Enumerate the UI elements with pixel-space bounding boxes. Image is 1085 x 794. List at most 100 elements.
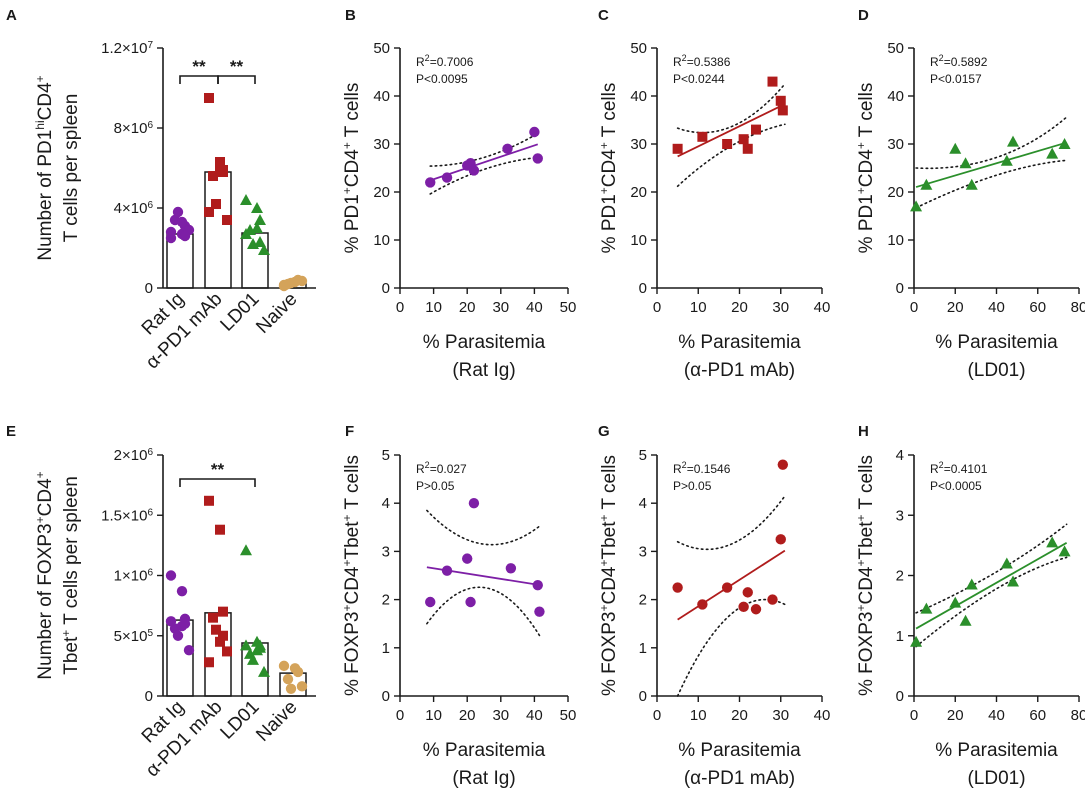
regression-line: [915, 141, 1067, 188]
data-point: [204, 657, 214, 668]
x-tick-label: 40: [814, 299, 831, 316]
y-tick-label: 1.5×106: [101, 507, 153, 525]
panel-label: A: [6, 7, 17, 24]
y-tick-label: 10: [373, 232, 390, 249]
x-tick-label: 20: [731, 299, 748, 316]
y-tick-label: 0: [382, 280, 390, 297]
panel-label: B: [345, 7, 356, 24]
x-tick-label: 30: [492, 707, 509, 724]
data-point: [296, 275, 308, 287]
x-tick-label: 80: [1071, 299, 1085, 316]
data-point: [251, 222, 263, 233]
significance-bracket: [179, 75, 219, 84]
y-tick-label: 5: [639, 447, 647, 464]
data-point: [672, 143, 683, 154]
x-tick-label: 20: [459, 299, 476, 316]
x-axis-label: % Parasitemia: [423, 740, 546, 761]
data-point: [208, 171, 218, 181]
y-tick-label: 20: [373, 184, 390, 201]
y-tick-label: 4: [639, 495, 647, 512]
y-tick-label: 0: [145, 688, 153, 705]
panel-label: F: [345, 423, 354, 440]
stat-p: P<0.0005: [930, 479, 982, 493]
y-axis-label: Number of FOXP3+CD4+Tbet+ T cells per sp…: [33, 471, 82, 679]
ci-upper-band: [676, 83, 786, 134]
y-axis-label: % FOXP3+CD4+Tbet+ T cells: [340, 455, 363, 696]
y-axis-label: % FOXP3+CD4+Tbet+ T cells: [597, 455, 620, 696]
x-axis-sublabel: (LD01): [967, 768, 1025, 789]
data-point: [959, 157, 972, 169]
x-tick-label: 40: [526, 299, 543, 316]
x-tick-label: 40: [814, 707, 831, 724]
panel-label: G: [598, 423, 610, 440]
data-point: [222, 215, 232, 225]
y-axis-label-line2: Tbet+ T cells per spleen: [59, 476, 82, 675]
y-tick-label: 50: [630, 40, 647, 57]
y-tick-label: 3: [639, 543, 647, 560]
data-point: [1000, 557, 1013, 569]
y-axis-label: % PD1+CD4+ T cells: [597, 83, 620, 254]
y-tick-label: 5×105: [114, 627, 154, 645]
data-point: [251, 202, 263, 213]
data-point: [176, 585, 188, 597]
y-tick-label: 1: [896, 628, 904, 645]
data-point: [742, 143, 753, 154]
y-tick-label: 0: [896, 280, 904, 297]
y-axis-label: % PD1+CD4+ T cells: [854, 83, 877, 254]
data-point: [247, 653, 259, 665]
y-tick-label: 0: [639, 688, 647, 705]
y-tick-label: 20: [887, 184, 904, 201]
y-axis-label: % FOXP3+CD4+Tbet+ T cells: [854, 455, 877, 696]
data-point: [218, 165, 228, 175]
significance-bracket: [217, 75, 256, 84]
data-point: [165, 226, 177, 238]
y-tick-label: 8×106: [114, 120, 154, 138]
x-tick-label: 10: [425, 707, 442, 724]
x-tick-label: 10: [425, 299, 442, 316]
data-point: [285, 683, 297, 694]
stat-p: P>0.05: [416, 479, 455, 493]
y-tick-label: 0: [639, 280, 647, 297]
data-point: [468, 498, 480, 509]
x-category-label: Naive: [252, 697, 301, 746]
data-point: [532, 153, 543, 164]
significance-bracket: [179, 478, 256, 487]
y-tick-label: 3: [382, 543, 390, 560]
data-point: [218, 606, 228, 617]
stat-r2: R2=0.5386: [673, 53, 731, 69]
stat-p: P>0.05: [673, 479, 712, 493]
data-point: [775, 534, 786, 545]
ci-upper-band: [429, 132, 539, 167]
ci-upper-band: [676, 495, 786, 551]
data-point: [920, 178, 933, 190]
x-tick-label: 20: [459, 707, 476, 724]
y-axis-label: Number of PD1hiCD4+T cells per spleen: [33, 75, 82, 260]
y-tick-label: 1: [382, 640, 390, 657]
panel-label: C: [598, 7, 609, 24]
x-category-label: LD01: [217, 289, 264, 336]
data-point: [240, 228, 252, 239]
data-point: [1046, 536, 1059, 548]
stat-r2: R2=0.1546: [673, 460, 731, 476]
x-tick-label: 20: [947, 299, 964, 316]
data-point: [532, 579, 543, 591]
stat-r2: R2=0.027: [416, 460, 467, 476]
data-point: [742, 587, 753, 598]
y-tick-label: 1×106: [114, 567, 154, 585]
regression-line: [677, 103, 786, 158]
y-tick-label: 2: [639, 592, 647, 609]
data-point: [1046, 147, 1059, 159]
data-point: [1000, 154, 1013, 166]
y-axis-label: % PD1+CD4+ T cells: [340, 83, 363, 254]
bar: [204, 171, 232, 289]
panel-c: C 0 10 20 30 40 50 0 10 20 30 40 R2=0.5386 P<0.0244 % …: [597, 7, 830, 381]
ci-upper-band: [915, 116, 1068, 170]
data-point: [425, 596, 436, 608]
data-point: [278, 280, 290, 292]
data-point: [208, 612, 218, 623]
data-point: [292, 666, 304, 678]
ci-lower-band: [915, 159, 1068, 209]
